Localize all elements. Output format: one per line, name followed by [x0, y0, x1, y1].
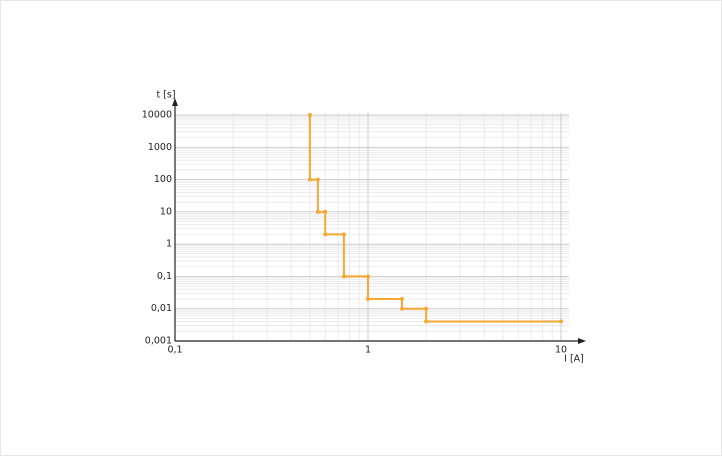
point [399, 306, 404, 311]
point [424, 306, 429, 311]
point [341, 274, 346, 279]
y-axis-arrow [172, 98, 178, 106]
point [315, 177, 320, 182]
point [307, 177, 312, 182]
x-axis-arrow [578, 338, 586, 344]
point [424, 319, 429, 324]
y-tick-label: 1 [166, 239, 172, 250]
point [323, 232, 328, 237]
point [323, 209, 328, 214]
y-tick-label: 0,1 [157, 271, 172, 282]
point [341, 232, 346, 237]
point [315, 209, 320, 214]
y-tick-label: 100 [154, 174, 172, 185]
x-axis-label: I [A] [564, 354, 584, 365]
point [307, 113, 312, 117]
y-tick-label: 0,001 [145, 336, 172, 347]
y-tick-label: 10 [160, 206, 172, 217]
point [366, 296, 371, 301]
point [559, 319, 564, 324]
point [399, 296, 404, 301]
x-tick-label: 1 [365, 345, 371, 356]
x-tick-label: 10 [555, 345, 567, 356]
y-axis-label: t [s] [156, 90, 175, 101]
x-tick-label: 0,1 [167, 345, 182, 356]
y-tick-label: 0,01 [151, 303, 172, 314]
point [366, 274, 371, 279]
y-tick-label: 1000 [148, 142, 172, 153]
y-tick-label: 10000 [142, 110, 172, 121]
